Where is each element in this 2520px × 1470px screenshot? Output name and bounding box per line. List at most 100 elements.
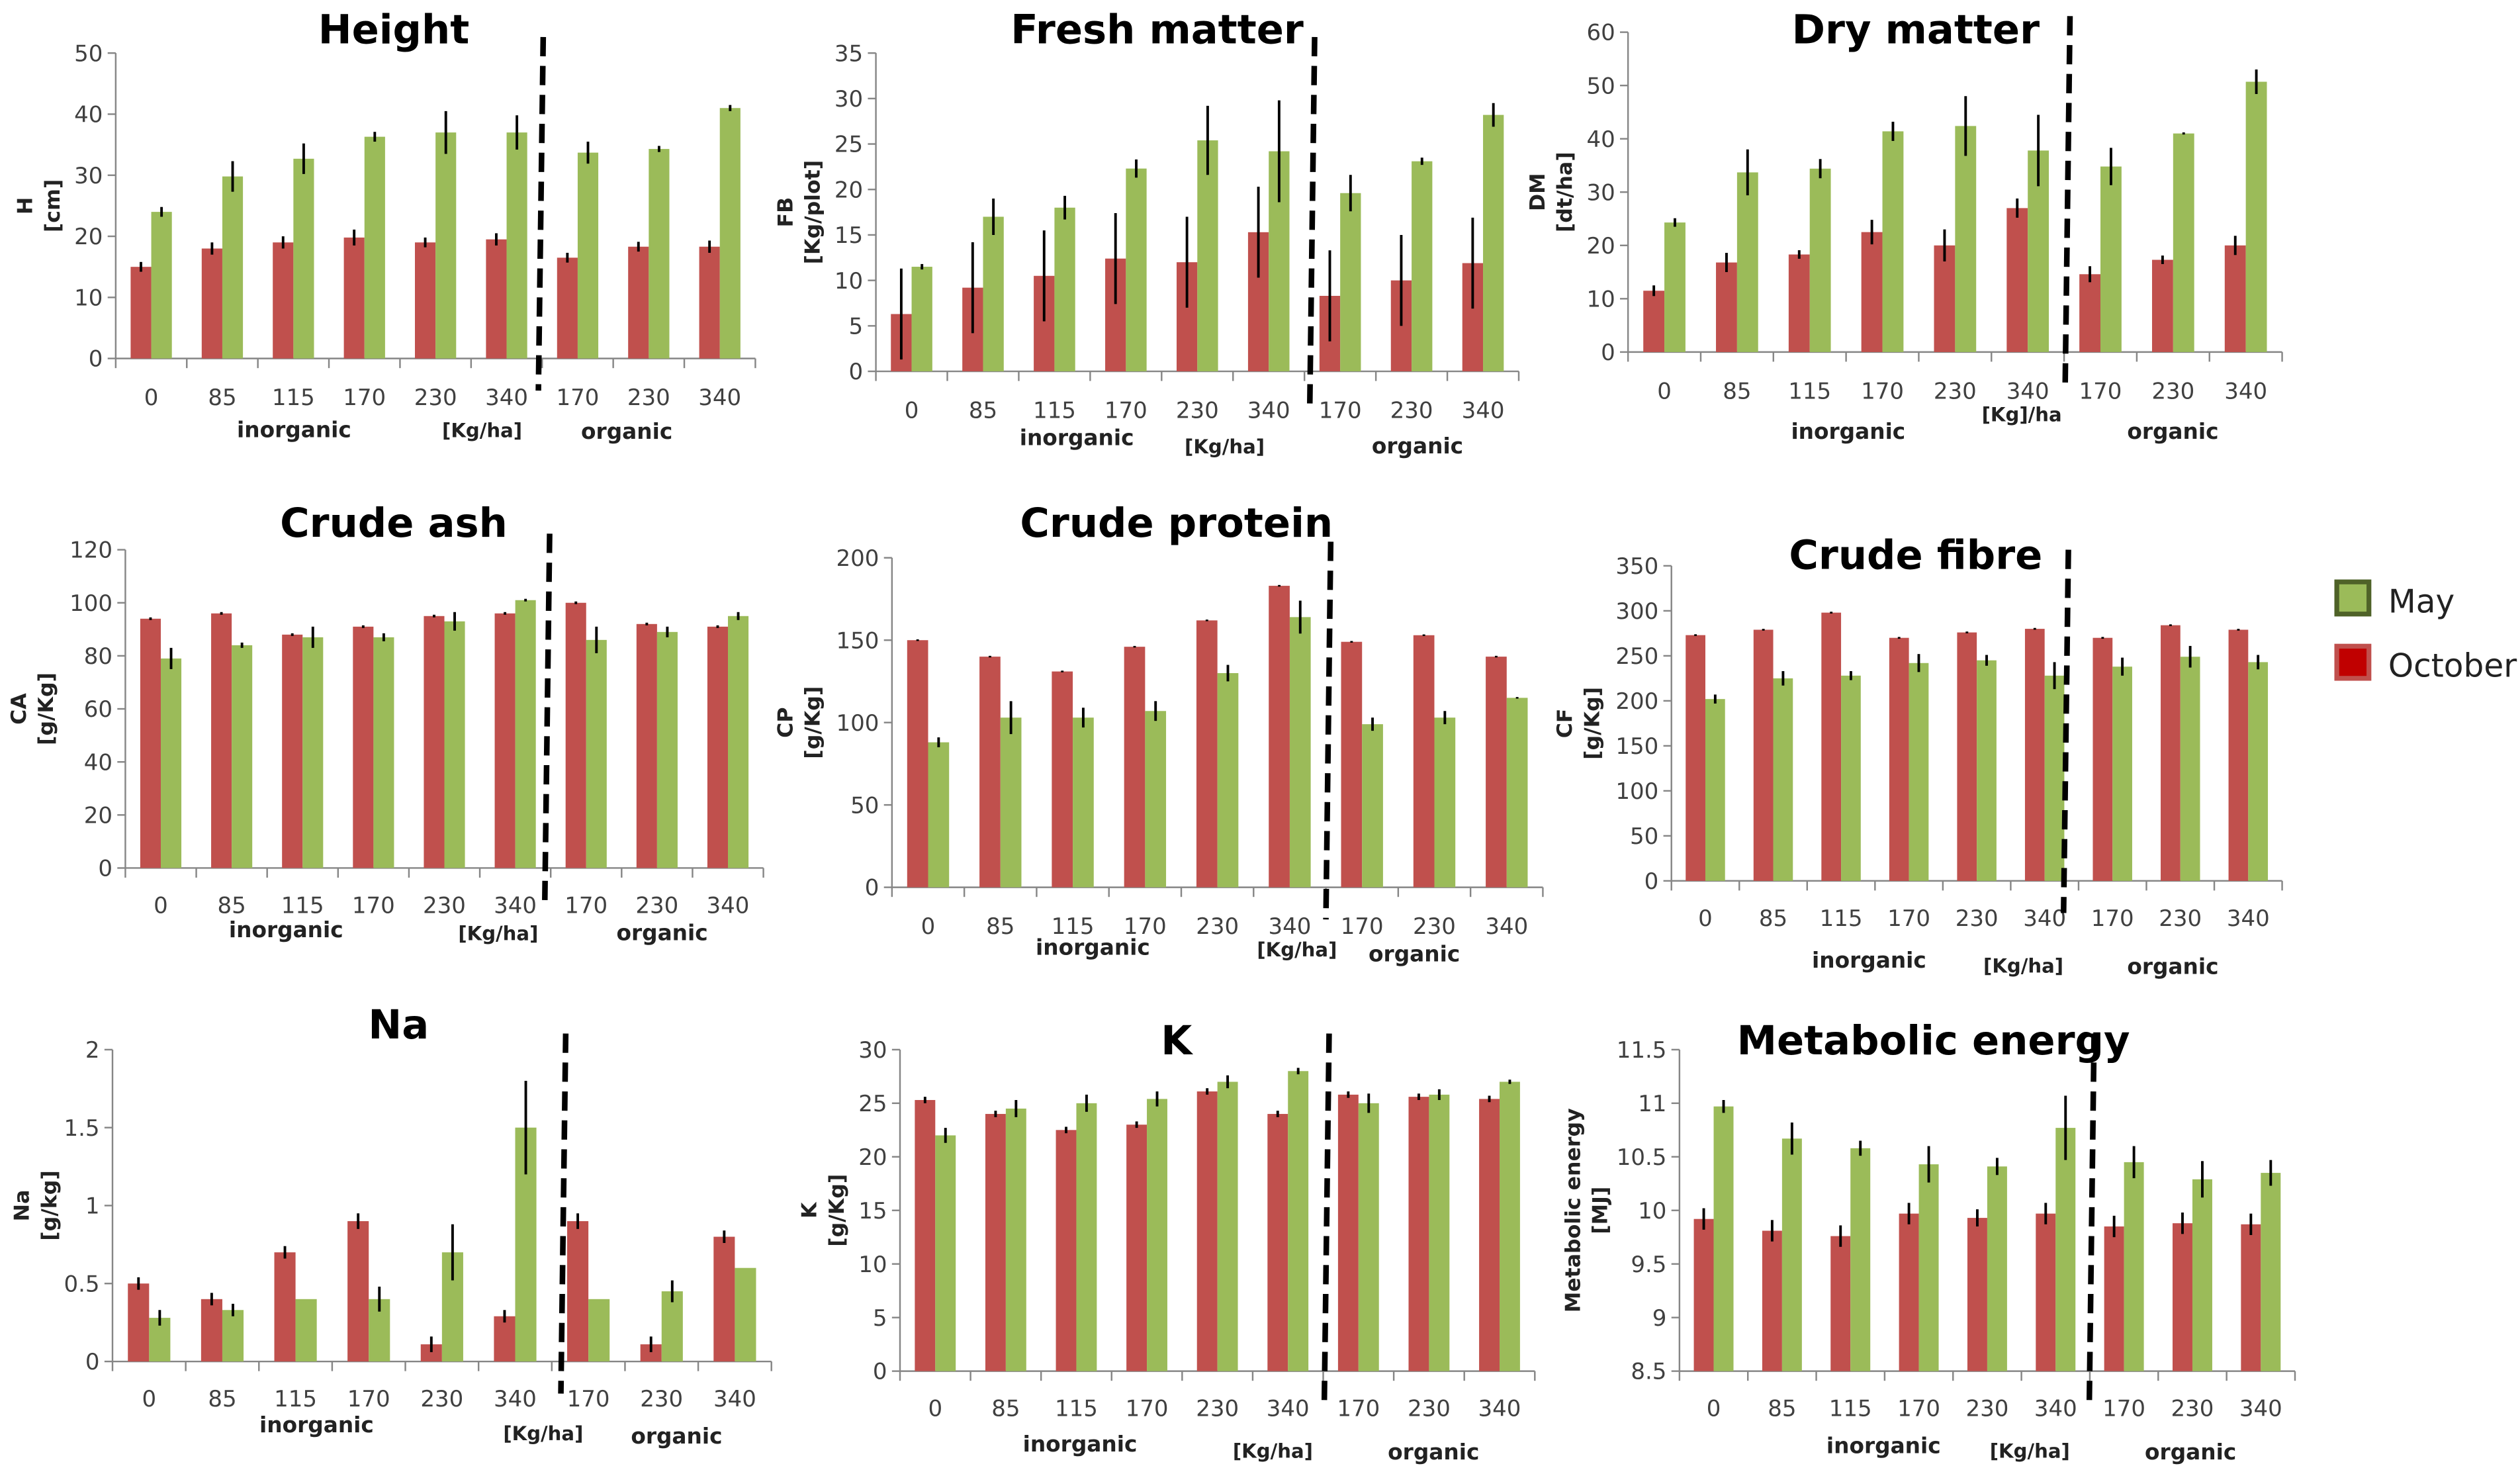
x-unit-label: [Kg/ha] (503, 1422, 583, 1445)
y-tick-label: 0 (849, 359, 864, 385)
group-label-inorganic: inorganic (1036, 935, 1150, 960)
bar-may (1358, 1103, 1379, 1371)
group-label-inorganic: inorganic (237, 418, 351, 443)
bar-may (1781, 1138, 1802, 1371)
y-tick-label: 150 (836, 627, 879, 654)
x-tick-label: 170 (556, 385, 599, 411)
y-tick-label: 350 (1615, 553, 1658, 580)
bar-october (2006, 208, 2028, 352)
bar-october (1861, 232, 1883, 352)
bar-may (1289, 617, 1311, 888)
x-tick-label: 230 (2159, 905, 2202, 932)
chart-title: Crude ash (280, 500, 508, 547)
y-tick-label: 40 (74, 102, 103, 128)
y-axis-unit: [MJ] (1589, 1187, 1613, 1234)
bar-may (735, 1267, 756, 1362)
bar-october (1899, 1213, 1919, 1371)
y-tick-label: 20 (834, 177, 863, 203)
bar-may (1073, 717, 1094, 888)
y-tick-label: 0 (865, 875, 879, 901)
x-tick-label: 340 (1268, 913, 1311, 940)
group-divider (2086, 1033, 2097, 1404)
x-tick-label: 170 (352, 892, 395, 919)
bar-may (1429, 1094, 1450, 1371)
bar-may (1664, 222, 1686, 352)
y-tick-label: 120 (69, 537, 112, 564)
legend-label-may: May (2388, 583, 2454, 620)
x-tick-label: 170 (1341, 913, 1384, 940)
y-tick-label: 30 (1586, 179, 1615, 206)
bar-october (915, 1099, 936, 1371)
x-unit-label: [Kg/ha] (1257, 939, 1337, 961)
y-tick-label: 40 (1586, 126, 1615, 153)
bar-may (2248, 662, 2269, 881)
x-tick-label: 230 (1934, 378, 1977, 404)
x-tick-label: 85 (208, 1386, 236, 1412)
bar-may (515, 600, 536, 868)
bar-october (494, 613, 516, 868)
y-tick-label: 10 (834, 268, 863, 295)
x-tick-label: 230 (1408, 1396, 1451, 1422)
x-tick-label: 170 (1337, 1396, 1380, 1422)
y-tick-label: 200 (836, 545, 879, 572)
bar-may (661, 1291, 683, 1362)
bar-october (211, 613, 232, 868)
bar-october (1716, 262, 1737, 352)
bar-may (1054, 207, 1075, 372)
bar-october (1643, 291, 1665, 352)
y-tick-label: 10 (858, 1252, 887, 1278)
bar-may (911, 267, 932, 372)
x-tick-label: 340 (698, 385, 741, 411)
bar-october (343, 237, 365, 359)
x-tick-label: 170 (1861, 378, 1904, 404)
x-tick-label: 340 (2006, 378, 2049, 404)
bar-may (656, 631, 678, 868)
x-tick-label: 340 (1462, 397, 1505, 424)
bar-may (1217, 673, 1239, 888)
bar-may (1773, 678, 1793, 881)
y-tick-label: 0 (1601, 340, 1615, 366)
chart-title: Height (318, 7, 469, 54)
bar-may (1918, 1164, 1939, 1371)
y-tick-label: 30 (834, 86, 863, 113)
x-tick-label: 230 (1413, 913, 1456, 940)
chart-title: Crude protein (1020, 500, 1333, 547)
y-axis-label: CP (774, 708, 797, 738)
y-tick-label: 300 (1615, 598, 1658, 625)
bar-october (567, 1221, 589, 1362)
group-label-inorganic: inorganic (229, 917, 343, 942)
x-tick-label: 0 (921, 913, 936, 940)
bar-may (1412, 161, 1433, 372)
x-unit-label: [Kg/ha] (1185, 436, 1265, 458)
x-tick-label: 170 (1897, 1396, 1940, 1422)
x-tick-label: 0 (142, 1386, 156, 1412)
bar-october (201, 248, 222, 359)
bar-may (302, 637, 324, 868)
bar-may (364, 136, 385, 359)
y-tick-label: 20 (1586, 233, 1615, 259)
x-tick-label: 230 (2171, 1396, 2214, 1422)
y-tick-label: 0 (98, 856, 112, 882)
bar-october (1686, 635, 1705, 881)
group-label-organic: organic (616, 921, 707, 946)
y-tick-label: 0 (85, 1349, 100, 1375)
x-unit-label: [Kg/ha] (458, 923, 538, 945)
bar-may (935, 1135, 956, 1371)
bar-october (2173, 1223, 2192, 1371)
x-tick-label: 115 (1829, 1396, 1872, 1422)
chart-dry-matter: Dry matter 0 10 20 30 40 50 60 0 85 115 170 230 340 17… (1526, 7, 2283, 444)
bar-may (586, 639, 607, 868)
y-tick-label: 9.5 (1631, 1252, 1666, 1278)
x-tick-label: 170 (343, 385, 386, 411)
bar-may (1841, 675, 1861, 881)
group-label-inorganic: inorganic (259, 1412, 374, 1438)
y-tick-label: 10 (1638, 1198, 1666, 1224)
bar-may (373, 637, 394, 868)
bar-october (1821, 612, 1842, 881)
chart-title: Fresh matter (1011, 7, 1304, 54)
y-tick-label: 15 (858, 1198, 887, 1224)
bar-may (2192, 1179, 2212, 1371)
legend-swatch-october (2334, 643, 2372, 681)
x-tick-label: 170 (2079, 378, 2122, 404)
y-tick-label: 200 (1615, 688, 1658, 715)
